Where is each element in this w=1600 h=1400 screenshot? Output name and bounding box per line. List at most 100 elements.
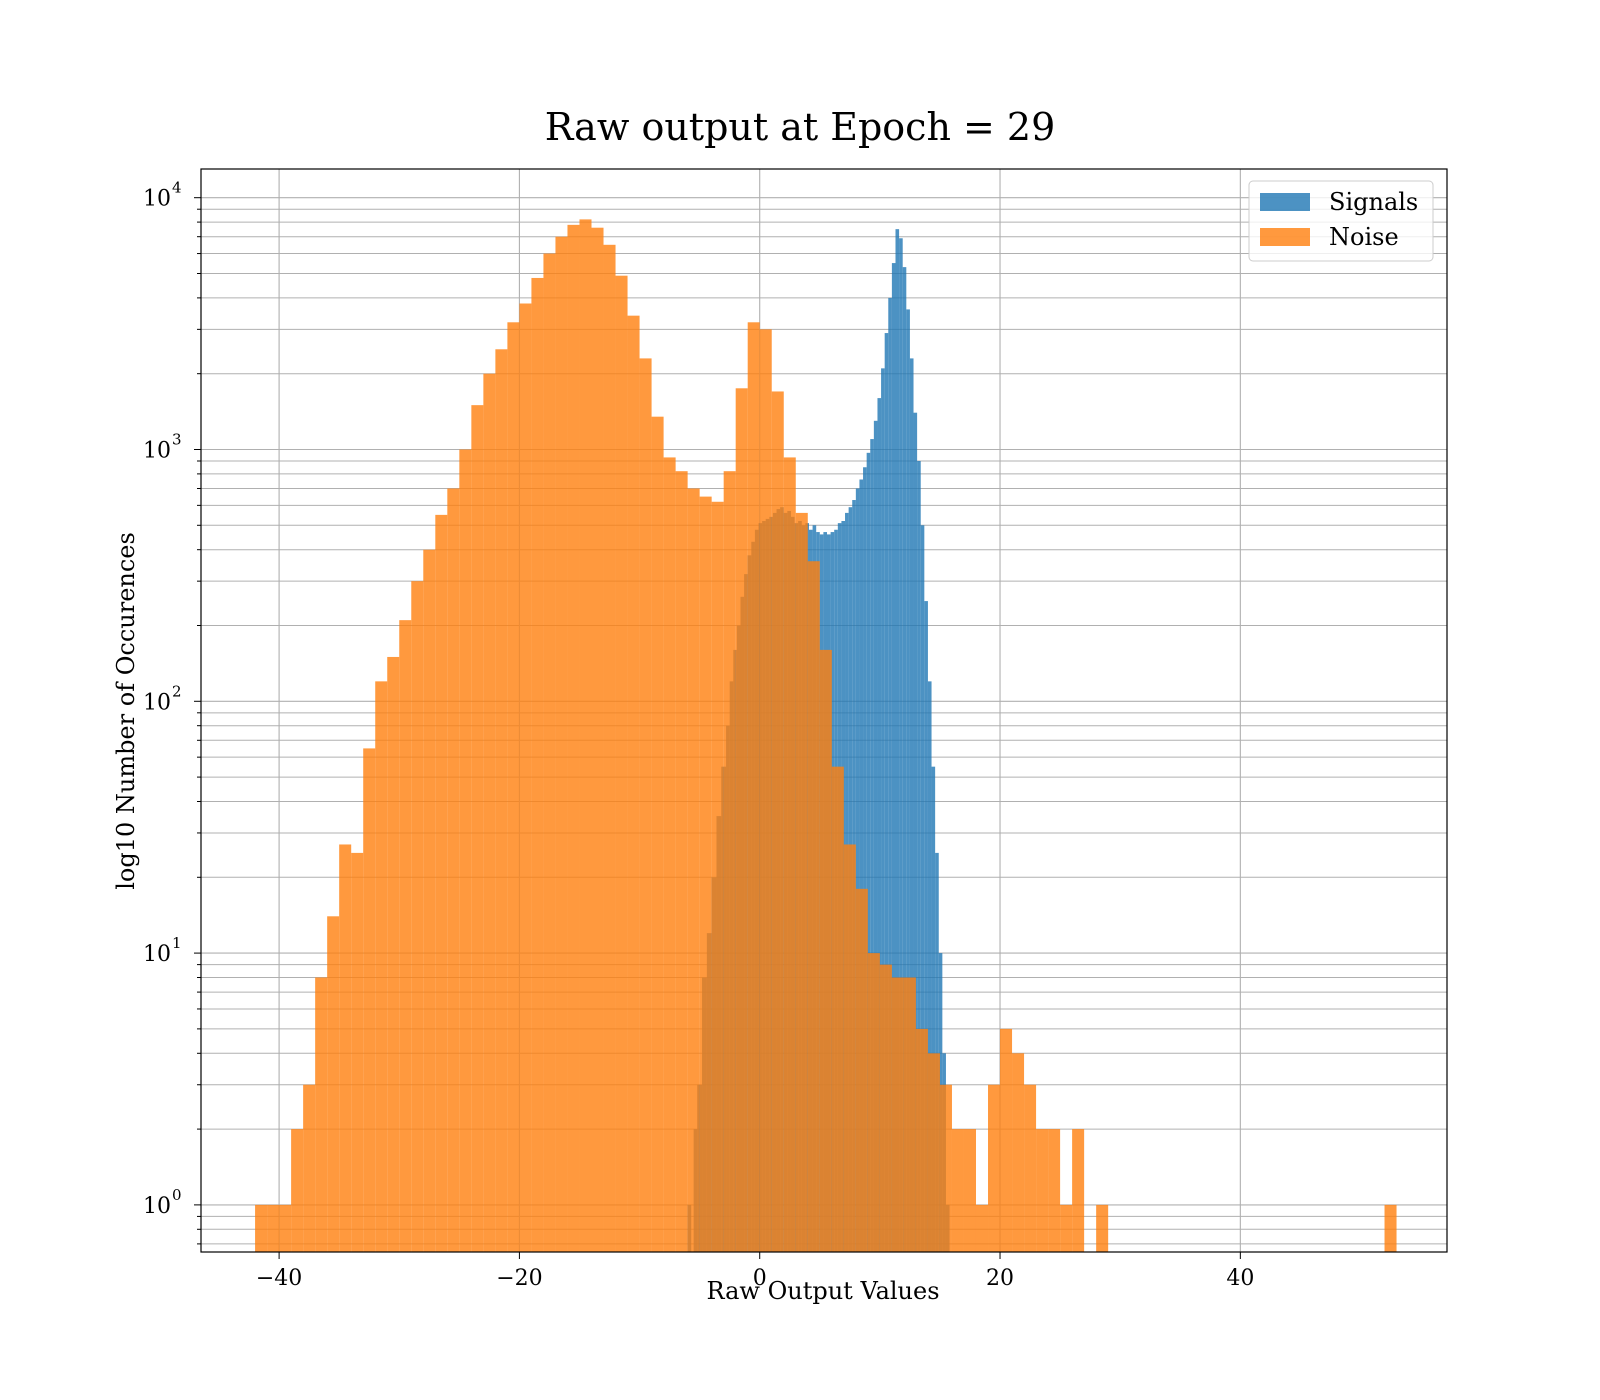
bars-layer bbox=[255, 219, 1397, 1253]
histogram-bar bbox=[519, 303, 532, 1253]
histogram-bar bbox=[495, 349, 508, 1252]
x-tick-label: 20 bbox=[986, 1266, 1014, 1291]
x-axis-label: Raw Output Values bbox=[706, 1277, 939, 1305]
histogram-bar bbox=[902, 267, 907, 1253]
histogram-bar bbox=[881, 368, 885, 1253]
y-tick-label-exponent: 1 bbox=[172, 934, 182, 952]
histogram-bar bbox=[759, 329, 772, 1252]
histogram-bar bbox=[924, 601, 928, 1252]
histogram-bar bbox=[387, 656, 400, 1252]
histogram-bar bbox=[1036, 1129, 1049, 1252]
histogram-bar bbox=[591, 227, 604, 1252]
histogram-bar bbox=[399, 620, 412, 1252]
histogram-bar bbox=[651, 416, 664, 1252]
histogram-bar bbox=[1048, 1129, 1061, 1252]
x-tick-label: −40 bbox=[256, 1266, 302, 1291]
histogram-bar bbox=[471, 405, 484, 1252]
histogram-bar bbox=[1072, 1129, 1085, 1252]
x-tick-label: 40 bbox=[1226, 1266, 1254, 1291]
histogram-bar bbox=[615, 275, 628, 1253]
histogram-bar bbox=[315, 977, 328, 1252]
histogram-bar bbox=[579, 219, 592, 1253]
plot-frame bbox=[200, 168, 1448, 1253]
histogram-bar bbox=[866, 452, 871, 1252]
x-tick-label: 0 bbox=[753, 1266, 767, 1291]
histogram-bar bbox=[859, 479, 864, 1252]
histogram-bar bbox=[891, 977, 904, 1252]
histogram-bar bbox=[819, 649, 832, 1252]
histogram-bar bbox=[899, 238, 903, 1252]
histogram-bar bbox=[917, 461, 921, 1253]
histogram-bar bbox=[279, 1204, 292, 1252]
y-tick-label-exponent: 2 bbox=[172, 682, 182, 700]
histogram-bar bbox=[351, 852, 364, 1252]
histogram-bar bbox=[879, 964, 892, 1252]
histogram-bar bbox=[771, 391, 784, 1253]
histogram-bar bbox=[915, 1028, 928, 1252]
histogram-bar bbox=[423, 549, 436, 1252]
y-tick-label-exponent: 0 bbox=[172, 1186, 182, 1204]
histogram-bar bbox=[927, 1053, 940, 1252]
y-tick-label: 10 bbox=[143, 438, 171, 463]
histogram-bar bbox=[783, 457, 796, 1252]
y-tick-label: 10 bbox=[143, 187, 171, 212]
histogram-bar bbox=[939, 1084, 952, 1252]
histogram-bar bbox=[903, 977, 916, 1252]
legend-label-noise: Noise bbox=[1329, 223, 1399, 251]
histogram-bar bbox=[375, 681, 388, 1252]
legend-swatch-signals bbox=[1260, 193, 1310, 211]
histogram-bar bbox=[435, 514, 448, 1252]
histogram-bar bbox=[255, 1204, 268, 1252]
legend-label-signals: Signals bbox=[1329, 188, 1418, 216]
histogram-bar bbox=[873, 420, 878, 1252]
histogram-bar bbox=[831, 766, 844, 1252]
histogram-bar bbox=[927, 681, 932, 1252]
histogram-bar bbox=[855, 488, 860, 1252]
y-tick-label: 10 bbox=[143, 690, 171, 715]
histogram-bar bbox=[975, 1204, 989, 1252]
histogram-bar bbox=[1012, 1053, 1025, 1252]
histogram-bar bbox=[459, 449, 472, 1252]
histogram-bar bbox=[867, 953, 880, 1252]
y-axis-label: log10 Number of Occurences bbox=[112, 532, 140, 890]
chart-title: Raw output at Epoch = 29 bbox=[545, 105, 1056, 149]
histogram-bar bbox=[555, 236, 568, 1252]
histogram-bar bbox=[843, 844, 856, 1252]
histogram-bar bbox=[988, 1084, 1001, 1252]
histogram-bar bbox=[891, 263, 896, 1253]
histogram-bar bbox=[877, 398, 882, 1253]
histogram-bar bbox=[411, 581, 424, 1252]
histogram-bar bbox=[327, 916, 340, 1252]
y-tick-label: 10 bbox=[143, 1194, 171, 1219]
histogram-bar bbox=[807, 561, 820, 1252]
histogram-bar bbox=[267, 1204, 280, 1252]
histogram-bar bbox=[699, 496, 712, 1252]
histogram-bar bbox=[863, 467, 867, 1252]
histogram-bar bbox=[483, 373, 496, 1252]
legend-swatch-noise bbox=[1260, 228, 1310, 246]
histogram-bar bbox=[855, 888, 868, 1252]
histogram-bar bbox=[639, 358, 652, 1253]
histogram-bar bbox=[735, 388, 748, 1253]
histogram-bar bbox=[447, 488, 460, 1252]
histogram-bar bbox=[603, 244, 616, 1253]
histogram-bar bbox=[909, 358, 914, 1253]
histogram-bar bbox=[951, 1129, 964, 1252]
histogram-bar bbox=[507, 322, 520, 1252]
series-noise bbox=[255, 219, 1397, 1253]
legend: Signals Noise bbox=[1248, 180, 1434, 262]
histogram-bar bbox=[1384, 1204, 1397, 1252]
histogram-bar bbox=[543, 253, 556, 1253]
histogram-bar bbox=[920, 525, 925, 1252]
histogram-bar bbox=[935, 852, 939, 1252]
histogram-bar bbox=[1096, 1204, 1109, 1252]
histogram-bar bbox=[1000, 1028, 1013, 1252]
histogram-bar bbox=[884, 333, 889, 1252]
histogram-bar bbox=[303, 1084, 316, 1252]
histogram-bar bbox=[675, 471, 688, 1253]
histogram-bar bbox=[363, 748, 376, 1252]
histogram-bar bbox=[913, 412, 918, 1252]
